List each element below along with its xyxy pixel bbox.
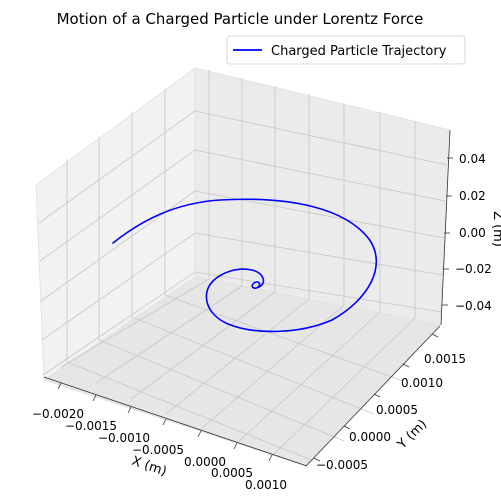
z-gridline <box>38 110 448 224</box>
y-tick-labels: −0.0005 0.0000 0.0005 0.0010 0.0015 <box>316 352 466 472</box>
y-axis-label: Y (m) <box>394 417 430 453</box>
y-tick-mark <box>431 333 439 338</box>
x-tick-label: −0.0020 <box>32 407 84 421</box>
y-gridline <box>66 159 315 462</box>
y-tick-mark <box>402 363 410 368</box>
y-tick-label: 0.0000 <box>349 430 391 444</box>
z-tick-label: 0.04 <box>459 152 486 166</box>
x-tick-mark <box>127 406 132 414</box>
tick-marks <box>57 157 453 462</box>
x-tick-label: 0.0010 <box>245 478 287 492</box>
z-axis-label: Z (m) <box>490 211 501 247</box>
x-tick-labels: −0.0020 −0.0015 −0.0010 −0.0005 0.0000 0… <box>32 407 287 492</box>
y-tick-label: −0.0005 <box>316 458 368 472</box>
x-axis-label: X (m) <box>130 454 169 480</box>
y-tick-mark <box>313 457 321 462</box>
legend-box <box>226 35 466 65</box>
series-line-charged-particle <box>112 198 378 333</box>
x-tick-mark <box>233 442 238 450</box>
z-gridline <box>39 149 446 262</box>
floor-pane <box>43 276 441 467</box>
x-gridline <box>165 94 310 415</box>
gridlines <box>38 70 448 462</box>
x-gridline <box>236 112 381 444</box>
x-tick-label: 0.0000 <box>184 455 226 469</box>
x-tick-label: 0.0005 <box>211 466 253 480</box>
y-tick-label: 0.0010 <box>401 376 443 390</box>
x-tick-mark <box>162 418 167 426</box>
z-tick-labels: −0.04 −0.02 0.00 0.02 0.04 <box>455 152 492 313</box>
y-tick-label: 0.0015 <box>424 352 466 366</box>
legend: Charged Particle Trajectory <box>226 35 466 65</box>
x-gridline <box>95 78 243 384</box>
x-tick-mark <box>57 382 62 390</box>
y-gridline <box>98 137 345 442</box>
x-gridline <box>200 103 345 430</box>
y-axis-line <box>305 325 441 467</box>
z-gridline <box>41 232 443 341</box>
z-tick-label: −0.04 <box>455 299 492 313</box>
x-gridline <box>271 121 416 457</box>
axis-lines <box>43 129 451 467</box>
x-gridline <box>60 70 210 368</box>
z-gridline <box>40 190 445 302</box>
z-axis-line <box>440 129 451 326</box>
x-axis-line <box>43 376 308 467</box>
x-tick-label: −0.0015 <box>65 419 117 433</box>
x-tick-mark <box>197 430 202 438</box>
x-tick-label: −0.0010 <box>98 431 150 445</box>
y-tick-mark <box>373 393 381 398</box>
y-tick-label: 0.0005 <box>376 403 418 417</box>
y-gridline <box>164 89 404 382</box>
legend-label: Charged Particle Trajectory <box>271 44 447 59</box>
z-tick-label: −0.02 <box>455 262 492 276</box>
chart-title: Motion of a Charged Particle under Loren… <box>57 10 424 28</box>
x-tick-label: −0.0005 <box>132 443 184 457</box>
y-tick-mark <box>343 425 351 430</box>
x-gridline <box>130 86 276 400</box>
axes-panes <box>35 67 451 467</box>
x-tick-mark <box>92 394 97 402</box>
z-tick-label: 0.02 <box>459 189 486 203</box>
y-gridline <box>131 112 375 415</box>
z-tick-label: 0.00 <box>459 226 486 240</box>
x-tick-mark <box>268 454 273 462</box>
